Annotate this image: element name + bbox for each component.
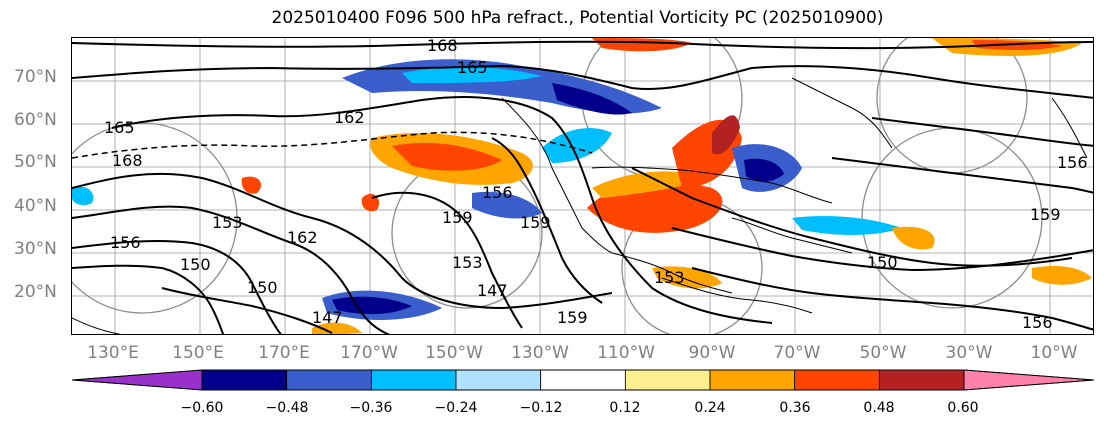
contour-label: 159 [1030, 205, 1061, 224]
lon-label-130e: 130°E [87, 343, 139, 363]
contour-label: 162 [334, 108, 365, 127]
contour-label: 168 [427, 38, 458, 55]
lat-label-70n: 70°N [14, 67, 57, 87]
contour-label: 156 [1057, 153, 1088, 172]
contour-label: 156 [482, 183, 513, 202]
contour-label: 159 [520, 213, 551, 232]
colorbar-segment [624, 369, 711, 391]
colorbar-segment [794, 369, 880, 391]
colorbar-segment [455, 369, 542, 391]
colorbar-tick-label: 0.24 [694, 400, 726, 416]
contour-label: 162 [287, 228, 318, 247]
contour-label: 150 [867, 253, 898, 272]
contour-label: 150 [247, 278, 278, 297]
colorbar-tick-label: 0.12 [609, 400, 641, 416]
contour-label: 147 [477, 281, 508, 300]
colorbar-tick-label: 0.36 [779, 400, 811, 416]
lon-label-170w: 170°W [340, 343, 398, 363]
contour-label: 150 [180, 255, 211, 274]
height-contours [72, 40, 1093, 334]
lon-label-10w: 10°W [1030, 343, 1078, 363]
contour-label: 165 [104, 118, 135, 137]
contour-label: 156 [1022, 313, 1053, 332]
map-panel: 168 165 162 165 168 153 156 162 150 147 … [71, 37, 1094, 335]
lon-label-90w: 90°W [688, 343, 736, 363]
contour-label: 156 [110, 233, 141, 252]
colorbar-segment [286, 369, 372, 391]
contour-label: 168 [112, 151, 143, 170]
colorbar [71, 369, 1095, 391]
coastlines [72, 77, 1088, 334]
contour-label: 153 [212, 213, 243, 232]
contour-label: 147 [312, 308, 343, 327]
lat-label-50n: 50°N [14, 152, 57, 172]
colorbar-tick-label: 0.60 [947, 400, 979, 416]
lon-label-170e: 170°E [258, 343, 310, 363]
contour-label: 159 [442, 208, 473, 227]
colorbar-tick-label: −0.12 [519, 400, 563, 416]
colorbar-extend-high [963, 369, 1095, 391]
colorbar-tick-label: −0.36 [349, 400, 393, 416]
contour-label: 153 [654, 268, 685, 287]
lon-label-50w: 50°W [859, 343, 907, 363]
contour-label: 165 [457, 58, 488, 77]
contour-label: 159 [557, 308, 588, 327]
map-canvas: 168 165 162 165 168 153 156 162 150 147 … [72, 38, 1093, 334]
colorbar-segment [201, 369, 288, 391]
colorbar-segment [540, 369, 626, 391]
colorbar-extend-low [71, 369, 203, 391]
contour-labels: 168 165 162 165 168 153 156 162 150 147 … [104, 38, 1088, 332]
pv-anomaly-fills [72, 38, 1092, 334]
plot-title: 2025010400 F096 500 hPa refract., Potent… [271, 8, 884, 28]
contour-label: 153 [452, 253, 483, 272]
colorbar-tick-label: −0.24 [434, 400, 478, 416]
lon-label-30w: 30°W [945, 343, 993, 363]
colorbar-segment [709, 369, 796, 391]
colorbar-tick-label: 0.48 [863, 400, 895, 416]
colorbar-segment [878, 369, 965, 391]
lat-label-20n: 20°N [14, 282, 57, 302]
colorbar-tick-label: −0.60 [180, 400, 224, 416]
lon-label-130w: 130°W [511, 343, 569, 363]
lon-label-70w: 70°W [773, 343, 821, 363]
lat-label-40n: 40°N [14, 196, 57, 216]
pv-dashed-contour [72, 131, 593, 159]
lon-label-110w: 110°W [597, 343, 655, 363]
lon-label-150w: 150°W [425, 343, 483, 363]
lat-label-60n: 60°N [14, 110, 57, 130]
lat-label-30n: 30°N [14, 239, 57, 259]
colorbar-segment [370, 369, 457, 391]
lon-label-150e: 150°E [172, 343, 224, 363]
colorbar-tick-label: −0.48 [265, 400, 309, 416]
